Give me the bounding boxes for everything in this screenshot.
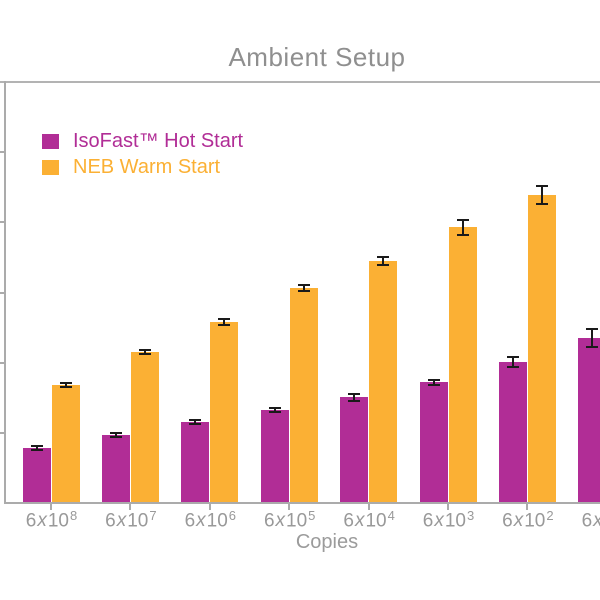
x-category-label: 6x106 bbox=[184, 508, 237, 532]
error-bar-cap-top bbox=[268, 406, 281, 409]
x-axis-tick bbox=[447, 504, 449, 510]
x-category-label: 6x101 bbox=[581, 510, 600, 532]
legend: IsoFast™ Hot Start NEB Warm Start bbox=[42, 128, 243, 180]
error-bar-cap-bottom bbox=[109, 436, 122, 439]
bar-neb-6x108 bbox=[51, 385, 80, 503]
y-axis-tick bbox=[0, 431, 5, 434]
x-axis-tick bbox=[367, 504, 370, 510]
error-bar bbox=[432, 379, 435, 386]
bar-neb-6x106 bbox=[210, 321, 239, 503]
error-bar bbox=[302, 285, 305, 292]
error-bar-cap-top bbox=[59, 382, 72, 384]
error-bar-cap-bottom bbox=[535, 203, 548, 206]
x-category-label: 6x108 bbox=[25, 508, 78, 532]
error-bar-cap-bottom bbox=[59, 386, 72, 389]
x-axis-tick bbox=[50, 504, 52, 510]
bar-isofast-6x108 bbox=[22, 448, 51, 503]
error-bar-cap-bottom bbox=[268, 410, 281, 413]
error-bar-cap-top bbox=[138, 349, 151, 352]
x-axis-tick bbox=[129, 504, 132, 510]
bar-neb-6x107 bbox=[130, 352, 159, 503]
bar-isofast-6x107 bbox=[101, 434, 130, 503]
error-bar bbox=[143, 350, 146, 355]
error-bar-cap-top bbox=[218, 318, 231, 321]
x-axis-tick bbox=[526, 504, 529, 510]
error-bar bbox=[273, 407, 276, 412]
error-bar-cap-bottom bbox=[506, 365, 519, 368]
x-axis-tick bbox=[208, 504, 211, 510]
error-bar bbox=[540, 185, 543, 205]
legend-label-isofast: IsoFast™ Hot Start bbox=[73, 129, 244, 152]
error-bar-cap-top bbox=[506, 356, 519, 359]
bar-neb-6x105 bbox=[289, 288, 318, 503]
error-bar bbox=[461, 219, 464, 235]
y-axis-line bbox=[4, 81, 6, 504]
error-bar-cap-top bbox=[189, 419, 202, 422]
x-axis-tick bbox=[288, 504, 291, 510]
legend-label-neb: NEB Warm Start bbox=[73, 155, 221, 178]
error-bar bbox=[194, 420, 197, 425]
x-category-label: 6x103 bbox=[422, 508, 475, 532]
chart-title: Ambient Setup bbox=[228, 42, 406, 72]
error-bar-cap-bottom bbox=[586, 346, 599, 349]
y-axis-tick bbox=[0, 291, 5, 294]
error-bar-cap-top bbox=[297, 284, 310, 287]
error-bar bbox=[353, 393, 356, 401]
legend-swatch-neb bbox=[42, 159, 59, 175]
error-bar-cap-bottom bbox=[456, 233, 469, 236]
bar-isofast-6x104 bbox=[340, 397, 369, 503]
error-bar-cap-top bbox=[377, 255, 390, 258]
error-bar-cap-top bbox=[348, 392, 361, 395]
error-bar bbox=[511, 357, 514, 367]
x-category-label: 6x102 bbox=[502, 508, 554, 532]
x-category-label: 6x105 bbox=[263, 508, 316, 532]
x-category-label: 6x104 bbox=[343, 508, 395, 532]
x-category-label: 6x107 bbox=[105, 508, 157, 532]
error-bar-cap-top bbox=[456, 218, 469, 221]
y-axis-tick bbox=[0, 361, 5, 364]
error-bar-cap-bottom bbox=[427, 384, 440, 387]
y-axis-tick bbox=[0, 221, 5, 224]
error-bar bbox=[382, 256, 385, 266]
legend-item-isofast: IsoFast™ Hot Start bbox=[42, 128, 243, 154]
plot-top-border bbox=[0, 81, 600, 83]
bar-isofast-6x102 bbox=[498, 361, 527, 503]
legend-item-neb: NEB Warm Start bbox=[42, 154, 243, 180]
error-bar bbox=[35, 446, 38, 451]
bar-neb-6x103 bbox=[448, 227, 477, 503]
error-bar bbox=[591, 328, 594, 348]
error-bar bbox=[114, 432, 117, 438]
error-bar-cap-bottom bbox=[218, 323, 231, 326]
x-axis-line bbox=[4, 502, 600, 504]
error-bar-cap-top bbox=[427, 378, 440, 381]
bar-neb-6x102 bbox=[527, 194, 556, 503]
bar-neb-6x104 bbox=[369, 260, 398, 503]
error-bar-cap-bottom bbox=[348, 399, 361, 402]
error-bar bbox=[223, 319, 226, 325]
error-bar-cap-bottom bbox=[138, 353, 151, 356]
error-bar-cap-top bbox=[535, 184, 548, 187]
bar-isofast-6x101 bbox=[578, 338, 600, 503]
error-bar bbox=[64, 383, 67, 388]
legend-swatch-isofast bbox=[42, 133, 59, 149]
bar-isofast-6x105 bbox=[260, 409, 289, 503]
error-bar-cap-top bbox=[30, 445, 43, 448]
x-axis-title: Copies bbox=[295, 531, 359, 553]
error-bar-cap-bottom bbox=[189, 423, 202, 426]
y-axis-tick bbox=[0, 151, 5, 154]
error-bar-cap-top bbox=[586, 327, 599, 330]
error-bar-cap-bottom bbox=[377, 264, 390, 267]
bar-isofast-6x106 bbox=[181, 422, 210, 503]
bar-isofast-6x103 bbox=[419, 382, 448, 503]
error-bar-cap-bottom bbox=[297, 290, 310, 293]
error-bar-cap-bottom bbox=[30, 449, 43, 452]
error-bar-cap-top bbox=[109, 431, 122, 434]
